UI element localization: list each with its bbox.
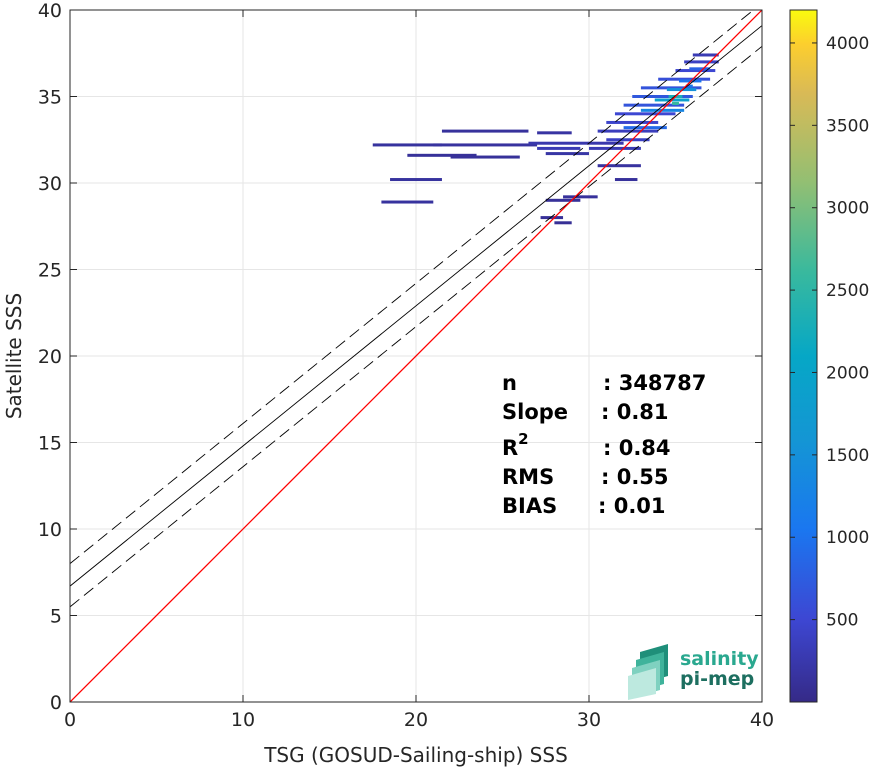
density-segment-18 xyxy=(606,138,650,142)
colorbar-tick-label-0: 500 xyxy=(826,611,858,631)
stat-r2-label: R2 xyxy=(502,430,529,460)
lower-bound-line xyxy=(70,45,762,608)
salinity-pi-mep-logo: salinity pi-mep xyxy=(628,644,759,700)
density-segment-22 xyxy=(623,103,685,107)
colorbar-ticks xyxy=(790,42,817,621)
density-segment-9 xyxy=(390,178,442,182)
density-segment-2 xyxy=(528,141,624,145)
axis-ticks xyxy=(69,9,763,703)
density-segment-7 xyxy=(450,155,520,159)
density-segment-5 xyxy=(537,131,572,135)
stat-n-label: n xyxy=(502,371,517,395)
density-segment-1 xyxy=(433,143,538,147)
stat-slope-label: Slope xyxy=(502,400,568,424)
colorbar-tick-label-4: 2500 xyxy=(826,281,869,301)
density-segment-26 xyxy=(675,69,716,73)
colorbar-tick-labels: 500 1000 1500 2000 2500 3000 3500 4000 xyxy=(826,34,869,631)
density-segment-28 xyxy=(692,53,719,57)
density-segment-25 xyxy=(658,77,711,81)
density-segment-10 xyxy=(381,200,434,204)
stat-r2-sup: 2 xyxy=(518,430,528,448)
density-segment-37 xyxy=(685,84,693,88)
density-segment-4 xyxy=(441,129,529,133)
y-tick-label-0: 0 xyxy=(50,692,62,714)
y-tick-label-3: 15 xyxy=(38,433,62,455)
density-segment-0 xyxy=(372,143,442,147)
y-tick-label-2: 10 xyxy=(38,519,62,541)
logo-line2: pi-mep xyxy=(680,668,754,690)
y-tick-label-8: 40 xyxy=(38,0,62,22)
density-segment-16 xyxy=(597,164,641,168)
y-tick-label-6: 30 xyxy=(38,173,62,195)
identity-line xyxy=(70,10,762,702)
colorbar-tick-label-6: 3500 xyxy=(826,116,869,136)
colorbar-tick-label-2: 1500 xyxy=(826,446,869,466)
density-segment-11 xyxy=(545,198,581,202)
density-segment-23 xyxy=(632,95,693,98)
density-segment-24 xyxy=(640,86,702,90)
upper-bound-line xyxy=(70,10,755,564)
density-segment-15 xyxy=(614,178,638,182)
colorbar-tick-label-3: 2000 xyxy=(826,363,869,383)
stat-rms-value: : 0.55 xyxy=(601,465,669,489)
x-tick-label-4: 40 xyxy=(750,709,774,731)
fit-lines xyxy=(70,10,762,702)
x-tick-label-0: 0 xyxy=(64,709,76,731)
density-segment-36 xyxy=(672,101,679,105)
logo-line1: salinity xyxy=(680,648,759,670)
regression-line xyxy=(70,25,762,587)
density-segment-13 xyxy=(540,216,564,220)
density-segment-27 xyxy=(684,60,719,64)
density-segment-21 xyxy=(614,112,676,116)
y-axis-label: Satellite SSS xyxy=(2,293,26,419)
wave-stack-icon xyxy=(628,644,668,700)
density-segment-12 xyxy=(563,195,598,199)
y-tick-label-5: 25 xyxy=(38,260,62,282)
density-segment-35 xyxy=(689,67,711,71)
density-segment-20 xyxy=(606,120,659,124)
colorbar-tick-label-1: 1000 xyxy=(826,528,869,548)
y-tick-labels: 0 5 10 15 20 25 30 35 40 xyxy=(38,0,62,714)
x-tick-label-2: 20 xyxy=(404,709,428,731)
stat-r2-base: R xyxy=(502,436,518,460)
x-axis-label: TSG (GOSUD-Sailing-ship) SSS xyxy=(263,743,568,767)
density-segment-19 xyxy=(597,129,659,133)
stat-bias-label: BIAS xyxy=(502,494,557,518)
stats-box: n : 348787 Slope : 0.81 R2 : 0.84 RMS : … xyxy=(502,371,706,518)
colorbar xyxy=(790,10,817,702)
x-tick-labels: 0 10 20 30 40 xyxy=(64,709,774,731)
colorbar-frame xyxy=(789,9,818,703)
y-tick-label-4: 20 xyxy=(38,346,62,368)
colorbar-tick-label-7: 4000 xyxy=(826,34,869,54)
y-tick-label-7: 35 xyxy=(38,87,62,109)
density-segment-17 xyxy=(589,146,641,150)
stat-slope-value: : 0.81 xyxy=(601,400,669,424)
density-cells xyxy=(372,53,719,225)
stat-bias-value: : 0.01 xyxy=(598,494,666,518)
y-tick-label-1: 5 xyxy=(50,606,62,628)
density-segment-14 xyxy=(554,221,572,225)
stat-r2-value: : 0.84 xyxy=(603,436,671,460)
density-segment-3 xyxy=(537,146,581,150)
stat-rms-label: RMS xyxy=(502,465,554,489)
stat-n-value: : 348787 xyxy=(603,371,706,395)
density-segment-6 xyxy=(407,153,477,157)
x-tick-label-3: 30 xyxy=(577,709,601,731)
x-tick-label-1: 10 xyxy=(231,709,255,731)
colorbar-tick-label-5: 3000 xyxy=(826,199,869,219)
density-segment-8 xyxy=(545,152,589,156)
